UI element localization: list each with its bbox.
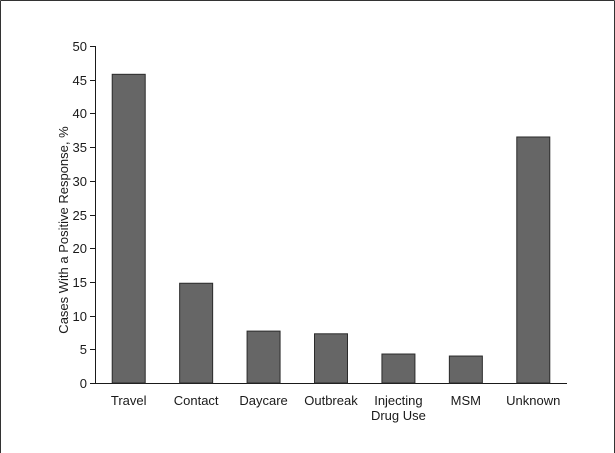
y-tick-label: 5 bbox=[80, 342, 87, 357]
bar bbox=[111, 73, 146, 384]
x-tick-label: Daycare bbox=[239, 393, 287, 408]
y-axis-title: Cases With a Positive Response, % bbox=[56, 126, 71, 334]
y-tick-label: 20 bbox=[73, 241, 87, 256]
bars bbox=[111, 73, 551, 384]
y-tick-label: 30 bbox=[73, 174, 87, 189]
x-tick-label: MSM bbox=[451, 393, 481, 408]
x-tick-label: Outbreak bbox=[304, 393, 358, 408]
y-tick-label: 35 bbox=[73, 140, 87, 155]
y-tick-label: 50 bbox=[73, 39, 87, 54]
bar bbox=[246, 330, 281, 384]
bar bbox=[179, 282, 214, 384]
bar bbox=[448, 355, 483, 384]
y-tick-label: 0 bbox=[80, 376, 87, 391]
bar bbox=[516, 136, 551, 384]
y-tick-label: 25 bbox=[73, 208, 87, 223]
x-tick-label: Injecting Drug Use bbox=[371, 393, 426, 423]
y-tick-label: 15 bbox=[73, 275, 87, 290]
y-tick-label: 10 bbox=[73, 309, 87, 324]
y-axis: 0 5 10 15 20 25 30 35 40 45 50 bbox=[73, 39, 96, 391]
bar bbox=[381, 353, 416, 384]
category-labels: Travel Contact Daycare Outbreak Injecting Dru… bbox=[111, 393, 560, 423]
bar bbox=[314, 333, 348, 384]
y-tick-label: 40 bbox=[73, 106, 87, 121]
x-tick-label: Unknown bbox=[506, 393, 560, 408]
y-tick-label: 45 bbox=[73, 73, 87, 88]
x-tick-label: Travel bbox=[111, 393, 147, 408]
x-tick-label: Contact bbox=[174, 393, 219, 408]
